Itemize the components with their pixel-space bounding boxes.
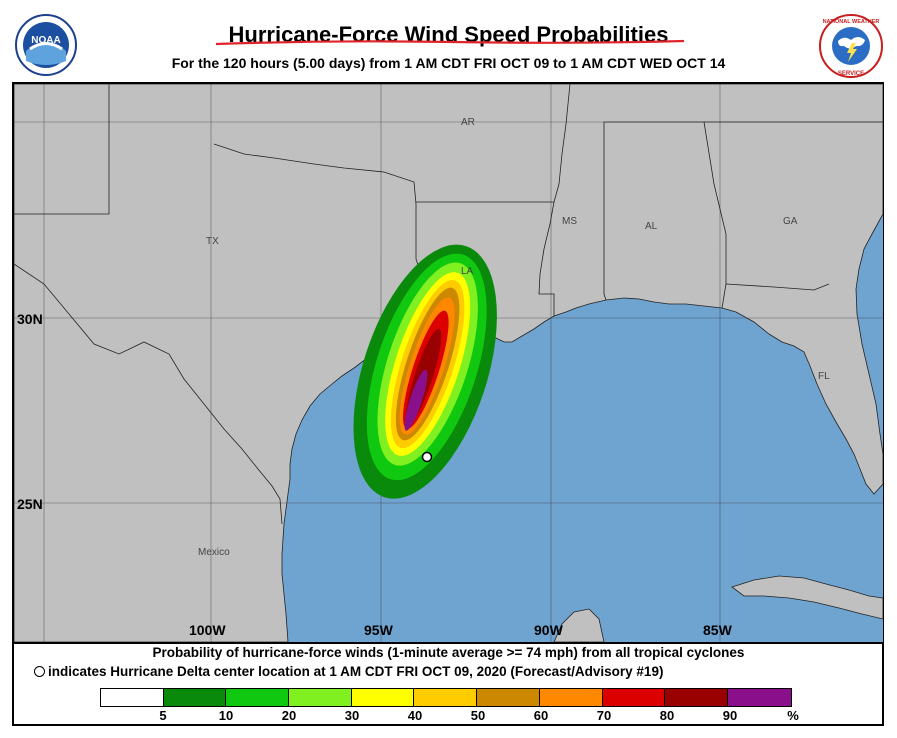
place-label: LA <box>461 266 474 277</box>
legend-swatch-5-10 <box>163 689 227 706</box>
legend-swatch-90-100 <box>727 689 791 706</box>
place-label: AR <box>461 117 475 128</box>
legend-label: 20 <box>281 708 297 723</box>
legend-swatch-50-60 <box>477 689 540 706</box>
legend-label: 80 <box>659 708 675 723</box>
probability-legend <box>100 688 792 707</box>
place-label: GA <box>783 216 798 227</box>
legend-label: 10 <box>218 708 234 723</box>
legend-label: 50 <box>470 708 486 723</box>
legend-swatch-20-30 <box>289 689 352 706</box>
storm-center-legend-icon <box>34 666 45 677</box>
caption-probability: Probability of hurricane-force winds (1-… <box>152 645 745 660</box>
map-subtitle: For the 120 hours (5.00 days) from 1 AM … <box>171 55 726 71</box>
legend-swatch-10-20 <box>226 689 290 706</box>
place-label: TX <box>206 236 219 247</box>
longitude-label: 100W <box>189 622 226 638</box>
caption-divider <box>14 642 882 644</box>
storm-center-marker <box>421 451 433 463</box>
latitude-label: 25N <box>17 496 43 512</box>
place-label: FL <box>818 371 830 382</box>
legend-swatch-80-90 <box>665 689 728 706</box>
cuba-island <box>731 575 883 620</box>
legend-label: % <box>787 708 799 723</box>
legend-label: 90 <box>722 708 738 723</box>
caption-center-location: indicates Hurricane Delta center locatio… <box>48 664 664 679</box>
longitude-label: 85W <box>703 622 732 638</box>
place-label: AL <box>645 221 658 232</box>
noaa-logo-icon: NOAA <box>15 14 77 76</box>
legend-label: 30 <box>344 708 360 723</box>
title-underline <box>215 39 685 46</box>
nws-logo-icon: NATIONAL WEATHER SERVICE <box>819 14 883 78</box>
svg-text:NOAA: NOAA <box>31 35 60 46</box>
probability-map <box>14 84 883 642</box>
legend-swatch-0-5 <box>101 689 164 706</box>
legend-swatch-40-50 <box>414 689 478 706</box>
yucatan-land <box>553 608 605 642</box>
longitude-label: 90W <box>534 622 563 638</box>
figure-frame <box>12 82 884 726</box>
legend-label: 70 <box>596 708 612 723</box>
prob-band-90 <box>404 369 428 431</box>
place-label: MS <box>562 216 577 227</box>
legend-swatch-30-40 <box>351 689 415 706</box>
place-label: Mexico <box>198 547 230 558</box>
svg-text:SERVICE: SERVICE <box>838 71 864 77</box>
legend-swatch-70-80 <box>602 689 666 706</box>
legend-swatch-60-70 <box>539 689 603 706</box>
legend-label: 40 <box>407 708 423 723</box>
svg-text:NATIONAL WEATHER: NATIONAL WEATHER <box>823 19 880 25</box>
legend-label: 60 <box>533 708 549 723</box>
land-us-mexico <box>14 84 883 642</box>
legend-label: 5 <box>159 708 167 723</box>
latitude-label: 30N <box>17 311 43 327</box>
longitude-label: 95W <box>364 622 393 638</box>
